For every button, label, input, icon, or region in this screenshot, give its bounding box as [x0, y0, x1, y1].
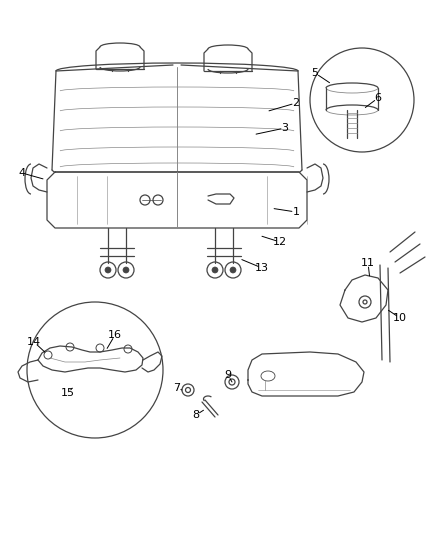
Text: 14: 14	[27, 337, 41, 347]
Text: 6: 6	[374, 93, 381, 103]
Text: 15: 15	[61, 388, 75, 398]
Text: 10: 10	[393, 313, 407, 323]
Circle shape	[123, 267, 129, 273]
Circle shape	[212, 267, 218, 273]
Text: 7: 7	[173, 383, 180, 393]
Circle shape	[105, 267, 111, 273]
Text: 2: 2	[293, 98, 300, 108]
Text: 4: 4	[18, 168, 25, 178]
Text: 3: 3	[282, 123, 289, 133]
Text: 11: 11	[361, 258, 375, 268]
Text: 1: 1	[293, 207, 300, 217]
Circle shape	[230, 267, 236, 273]
Text: 9: 9	[224, 370, 232, 380]
Text: 8: 8	[192, 410, 200, 420]
Text: 12: 12	[273, 237, 287, 247]
Text: 5: 5	[311, 68, 318, 78]
Text: 13: 13	[255, 263, 269, 273]
Text: 16: 16	[108, 330, 122, 340]
